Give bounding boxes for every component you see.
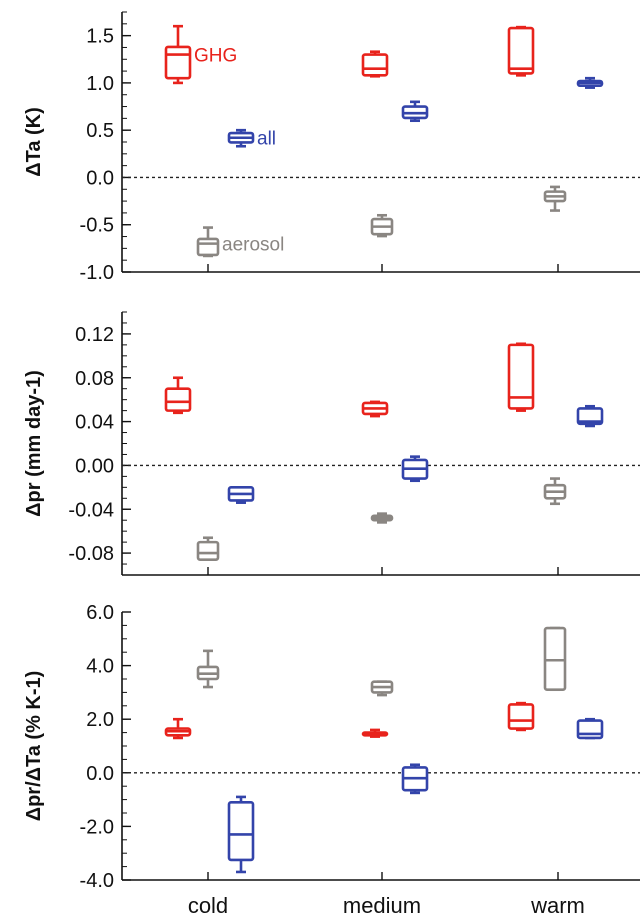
box-GHG-cold [164,717,192,740]
y-axis-title: Δpr/ΔTa (% K-1) [23,671,45,822]
box-aerosol-warm [543,626,567,692]
box-iqr [164,45,192,80]
box-all-warm [576,717,604,740]
annotation-GHG: GHG [194,46,237,67]
box-GHG-medium [361,728,389,738]
panel-hydrological-sensitivity: 6.0 4.0 2.0 0.0 -2.0 -4.0 Δpr/ΔTa (% K-1) cold m… [23,602,640,918]
box-all-warm [576,404,604,428]
y-tick-label: 6.0 [86,602,114,624]
y-tick-label: 0.5 [86,120,114,142]
box-aerosol-medium [370,680,394,697]
box-iqr [576,719,604,740]
y-axis-title: ΔTa (K) [23,107,45,177]
x-tick-label: medium [343,893,421,918]
y-tick-label: -4.0 [80,870,114,892]
box-aerosol-cold [196,226,220,258]
y-tick-label: -0.08 [68,543,114,565]
box-aerosol-warm [543,185,567,212]
box-aerosol-warm [543,477,567,506]
box-GHG-warm [507,342,535,412]
box-all-warm [576,76,604,89]
box-all-medium [401,455,429,483]
box-iqr [507,343,535,410]
box-GHG-cold [164,376,192,415]
box-all-cold [227,795,255,874]
panel-temperature-change: 1.5 1.0 0.5 0.0 -0.5 -1.0 ΔTa (K) GHG all aerosol [23,11,640,284]
box-all-medium [401,100,429,123]
box-iqr [196,237,220,257]
box-all-cold [227,128,255,148]
x-tick-label: warm [530,893,585,918]
y-tick-label: -1.0 [80,262,114,284]
box-aerosol-medium [370,512,394,524]
y-tick-label: 4.0 [86,656,114,678]
y-tick-label: 0.0 [86,763,114,785]
box-iqr [164,387,192,412]
y-tick-label: 1.0 [86,73,114,95]
x-tick-label: cold [188,893,228,918]
box-GHG-warm [507,701,535,732]
box-all-medium [401,763,429,795]
box-GHG-medium [361,50,389,78]
box-GHG-warm [507,25,535,77]
y-tick-label: 0.00 [75,455,114,477]
y-tick-label: -0.5 [80,215,114,237]
box-all-cold [227,486,255,504]
y-tick-label: 0.0 [86,167,114,189]
y-tick-label: 0.08 [75,368,114,390]
box-aerosol-cold [196,536,220,561]
box-GHG-medium [361,400,389,418]
panel-precipitation-change: 0.12 0.08 0.04 0.00 -0.04 -0.08 Δpr (mm day-1) [23,311,640,576]
box-GHG-cold [164,24,192,85]
box-aerosol-medium [370,213,394,238]
box-iqr [543,626,567,692]
y-tick-label: -0.04 [68,499,114,521]
box-aerosol-cold [196,649,220,689]
box-iqr [361,53,389,77]
annotation-aerosol: aerosol [222,235,284,256]
box-iqr [507,703,535,730]
y-tick-label: 0.04 [75,412,114,434]
box-iqr [227,800,255,862]
y-tick-label: -2.0 [80,816,114,838]
y-axis-title: Δpr (mm day-1) [23,370,45,517]
annotation-all: all [257,129,276,150]
y-tick-label: 1.5 [86,26,114,48]
box-iqr [196,540,220,561]
box-iqr [507,26,535,75]
y-tick-label: 0.12 [75,324,114,346]
y-tick-label: 2.0 [86,709,114,731]
box-iqr [576,407,604,426]
